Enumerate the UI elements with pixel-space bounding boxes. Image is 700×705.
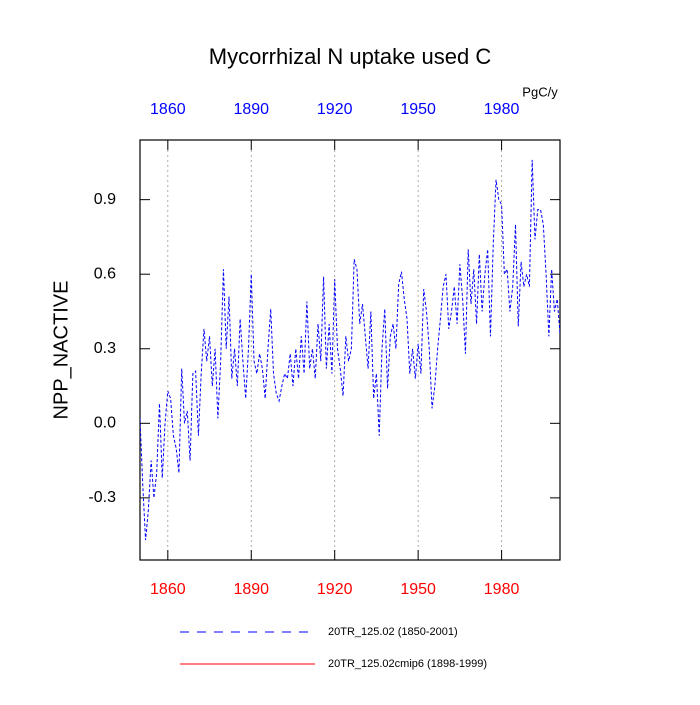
- x-tick-label: 1950: [400, 581, 436, 598]
- data-line: [140, 159, 560, 541]
- x-top-tick-label: 1980: [484, 101, 520, 118]
- x-tick-label: 1890: [233, 581, 269, 598]
- x-tick-label: 1980: [484, 581, 520, 598]
- y-tick-label: -0.3: [88, 489, 116, 506]
- chart-title: Mycorrhizal N uptake used C: [209, 44, 492, 69]
- x-top-tick-label: 1950: [400, 101, 436, 118]
- x-tick-label: 1860: [150, 581, 186, 598]
- legend-label: 20TR_125.02 (1850-2001): [328, 626, 458, 638]
- y-tick-label: 0.0: [94, 415, 116, 432]
- x-top-tick-label: 1860: [150, 101, 186, 118]
- x-top-tick-label: 1920: [317, 101, 353, 118]
- x-tick-label: 1920: [317, 581, 353, 598]
- plot-frame: [139, 139, 561, 561]
- legend-label: 20TR_125.02cmip6 (1898-1999): [328, 658, 487, 670]
- x-top-tick-label: 1890: [233, 101, 269, 118]
- units-label: PgC/y: [522, 84, 558, 99]
- y-axis-label: NPP_NACTIVE: [50, 281, 72, 420]
- y-tick-label: 0.9: [94, 191, 116, 208]
- y-tick-label: 0.6: [94, 265, 116, 282]
- y-tick-label: 0.3: [94, 340, 116, 357]
